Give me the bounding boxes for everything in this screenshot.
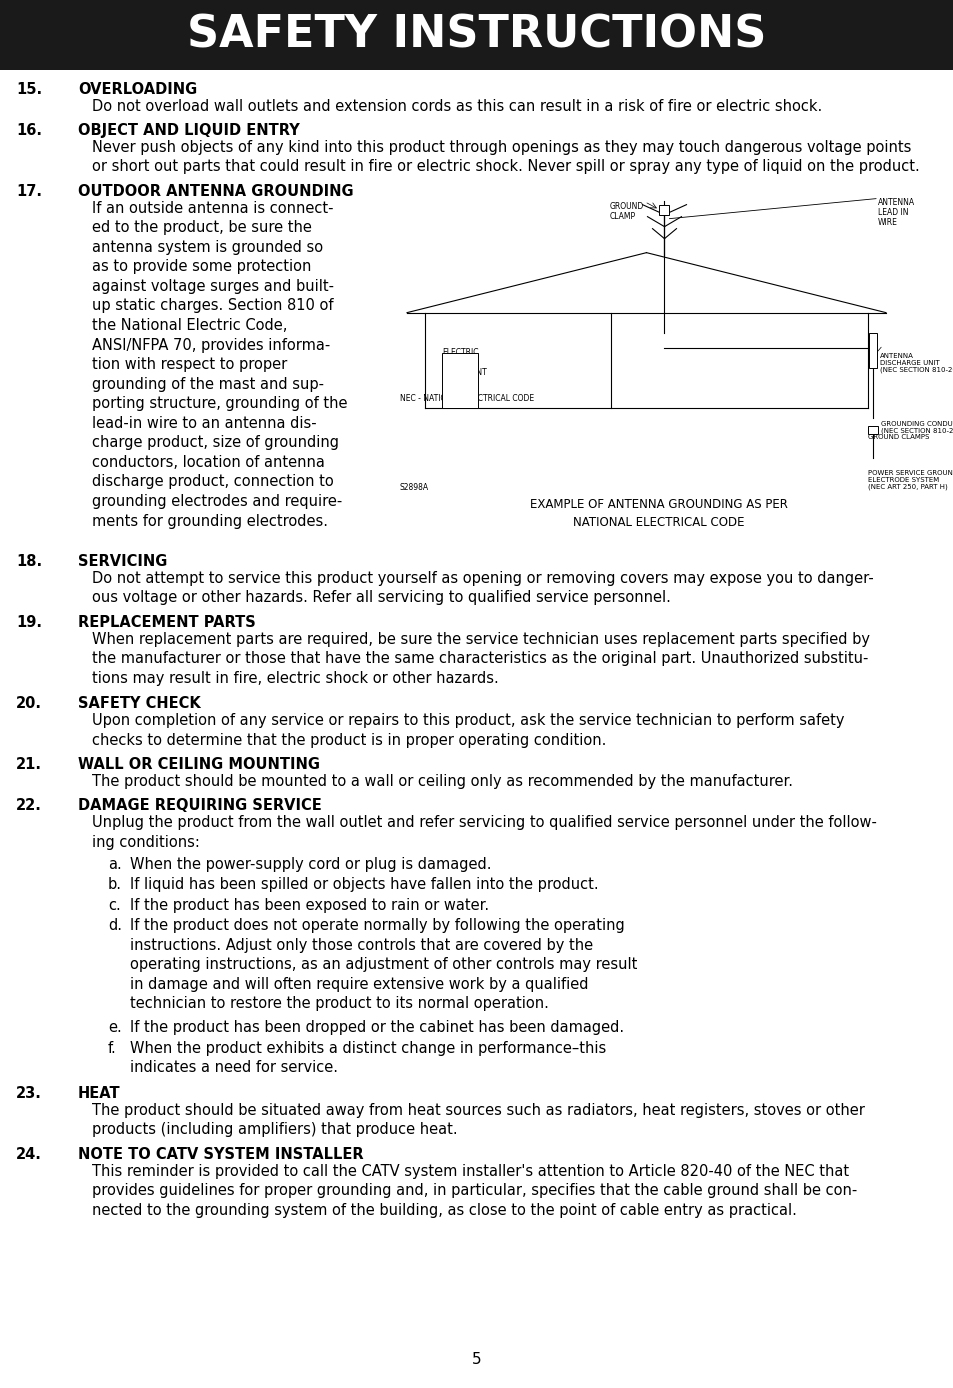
Text: 23.: 23.: [16, 1085, 42, 1101]
Text: NEC - NATIONAL ELECTRICAL CODE: NEC - NATIONAL ELECTRICAL CODE: [399, 394, 534, 403]
Bar: [868, 333, 876, 368]
Text: When the product exhibits a distinct change in performance–this
indicates a need: When the product exhibits a distinct cha…: [130, 1041, 605, 1076]
Text: If the product has been dropped or the cabinet has been damaged.: If the product has been dropped or the c…: [130, 1020, 623, 1035]
Text: DAMAGE REQUIRING SERVICE: DAMAGE REQUIRING SERVICE: [78, 798, 321, 813]
Bar: [441, 353, 477, 408]
Text: SERVICING: SERVICING: [78, 554, 167, 569]
Text: The product should be mounted to a wall or ceiling only as recommended by the ma: The product should be mounted to a wall …: [91, 775, 792, 790]
Text: Upon completion of any service or repairs to this product, ask the service techn: Upon completion of any service or repair…: [91, 713, 843, 748]
Text: 16.: 16.: [16, 122, 42, 137]
Text: OBJECT AND LIQUID ENTRY: OBJECT AND LIQUID ENTRY: [78, 122, 299, 137]
Text: b.: b.: [108, 877, 122, 892]
Text: If the product does not operate normally by following the operating
instructions: If the product does not operate normally…: [130, 919, 637, 1012]
Text: POWER SERVICE GROUNDING
ELECTRODE SYSTEM
(NEC ART 250, PART H): POWER SERVICE GROUNDING ELECTRODE SYSTEM…: [867, 469, 953, 490]
Text: 18.: 18.: [16, 554, 42, 569]
Text: S2898A: S2898A: [399, 483, 429, 491]
Text: 17.: 17.: [16, 183, 42, 198]
Text: EXAMPLE OF ANTENNA GROUNDING AS PER
NATIONAL ELECTRICAL CODE: EXAMPLE OF ANTENNA GROUNDING AS PER NATI…: [530, 498, 787, 529]
Text: GROUND CLAMPS: GROUND CLAMPS: [867, 433, 928, 440]
Text: ANTENNA
LEAD IN
WIRE: ANTENNA LEAD IN WIRE: [877, 197, 914, 228]
Text: NOTE TO CATV SYSTEM INSTALLER: NOTE TO CATV SYSTEM INSTALLER: [78, 1146, 363, 1162]
Text: The product should be situated away from heat sources such as radiators, heat re: The product should be situated away from…: [91, 1102, 864, 1137]
Text: 21.: 21.: [16, 758, 42, 772]
Text: 15.: 15.: [16, 82, 42, 97]
Text: OVERLOADING: OVERLOADING: [78, 82, 197, 97]
Text: 22.: 22.: [16, 798, 42, 813]
Text: c.: c.: [108, 898, 121, 913]
Text: When replacement parts are required, be sure the service technician uses replace: When replacement parts are required, be …: [91, 632, 869, 686]
Text: Unplug the product from the wall outlet and refer servicing to qualified service: Unplug the product from the wall outlet …: [91, 815, 876, 849]
Text: ANTENNA
DISCHARGE UNIT
(NEC SECTION 810-20): ANTENNA DISCHARGE UNIT (NEC SECTION 810-…: [879, 353, 953, 373]
Text: 24.: 24.: [16, 1146, 42, 1162]
Bar: [867, 426, 877, 433]
Text: HEAT: HEAT: [78, 1085, 120, 1101]
Text: If liquid has been spilled or objects have fallen into the product.: If liquid has been spilled or objects ha…: [130, 877, 598, 892]
Text: SAFETY CHECK: SAFETY CHECK: [78, 697, 200, 711]
Text: WALL OR CEILING MOUNTING: WALL OR CEILING MOUNTING: [78, 758, 319, 772]
Text: REPLACEMENT PARTS: REPLACEMENT PARTS: [78, 615, 255, 630]
Text: a.: a.: [108, 856, 122, 872]
Text: Do not attempt to service this product yourself as opening or removing covers ma: Do not attempt to service this product y…: [91, 570, 873, 605]
Text: If an outside antenna is connect-
ed to the product, be sure the
antenna system : If an outside antenna is connect- ed to …: [91, 201, 347, 529]
Text: If the product has been exposed to rain or water.: If the product has been exposed to rain …: [130, 898, 489, 913]
Text: 19.: 19.: [16, 615, 42, 630]
Bar: [0, 0, 953, 69]
Text: 5: 5: [472, 1352, 481, 1367]
Text: f.: f.: [108, 1041, 116, 1056]
Text: GROUNDING CONDUCTORS
(NEC SECTION 810-21): GROUNDING CONDUCTORS (NEC SECTION 810-21…: [880, 421, 953, 434]
Text: OUTDOOR ANTENNA GROUNDING: OUTDOOR ANTENNA GROUNDING: [78, 183, 354, 198]
Text: This reminder is provided to call the CATV system installer's attention to Artic: This reminder is provided to call the CA…: [91, 1163, 857, 1217]
Text: Do not overload wall outlets and extension cords as this can result in a risk of: Do not overload wall outlets and extensi…: [91, 99, 821, 114]
Text: ELECTRIC
SERVICE
EQUIPMENT: ELECTRIC SERVICE EQUIPMENT: [441, 347, 486, 378]
Text: Never push objects of any kind into this product through openings as they may to: Never push objects of any kind into this…: [91, 140, 919, 174]
Text: e.: e.: [108, 1020, 122, 1035]
Text: 20.: 20.: [16, 697, 42, 711]
Text: SAFETY INSTRUCTIONS: SAFETY INSTRUCTIONS: [187, 14, 766, 57]
Text: GROUND
CLAMP: GROUND CLAMP: [609, 201, 643, 221]
Text: When the power-supply cord or plug is damaged.: When the power-supply cord or plug is da…: [130, 856, 491, 872]
Text: d.: d.: [108, 919, 122, 933]
Bar: [659, 204, 669, 215]
